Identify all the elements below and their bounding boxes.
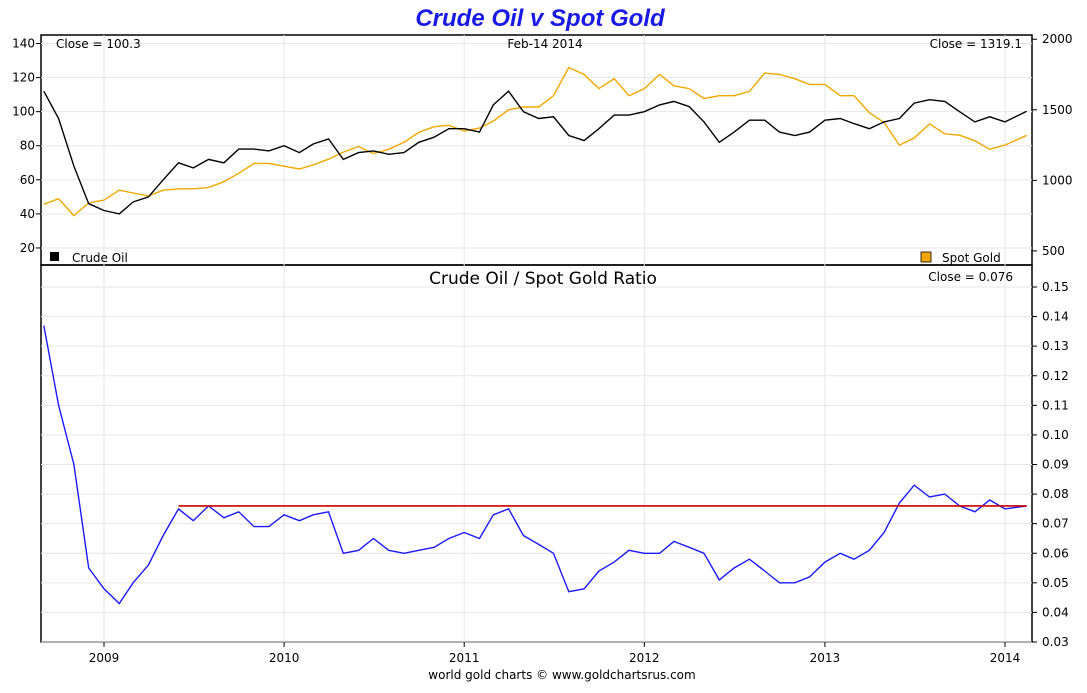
top-left-tick-label: 60 xyxy=(20,173,35,187)
top-right-tick-label: 1000 xyxy=(1042,173,1073,187)
bottom-panel-frame xyxy=(40,264,1033,643)
top-left-axis-ticks: 20 40 60 80 100 120 140 xyxy=(12,37,41,255)
spot-gold-line xyxy=(43,66,1027,217)
bottom-right-tick-label: 0.15 xyxy=(1042,280,1069,294)
top-left-tick-label: 20 xyxy=(20,241,35,255)
top-left-tick-label: 140 xyxy=(12,37,35,51)
date-label: Feb-14 2014 xyxy=(507,37,582,51)
bottom-right-tick-label: 0.09 xyxy=(1042,458,1069,472)
top-right-axis-ticks: 500 1000 1500 2000 xyxy=(1032,32,1073,258)
bottom-right-tick-label: 0.07 xyxy=(1042,517,1069,531)
top-panel-frame xyxy=(40,34,1033,266)
x-tick-label: 2011 xyxy=(449,651,480,665)
x-axis-ticks: 2009 2010 2011 2012 2013 2014 xyxy=(89,642,1021,665)
close-right-label: Close = 1319.1 xyxy=(930,37,1022,51)
bottom-panel-grid xyxy=(41,265,1032,643)
x-tick-label: 2012 xyxy=(629,651,660,665)
legend-swatch-crude-oil xyxy=(50,252,59,261)
top-right-tick-label: 1500 xyxy=(1042,103,1073,117)
bottom-right-tick-label: 0.11 xyxy=(1042,398,1069,412)
footer-credit: world gold charts © www.goldchartsrus.co… xyxy=(428,668,695,682)
legend-label-crude-oil: Crude Oil xyxy=(72,251,128,265)
ratio-title: Crude Oil / Spot Gold Ratio xyxy=(429,269,657,289)
bottom-right-tick-label: 0.12 xyxy=(1042,369,1069,383)
x-tick-label: 2009 xyxy=(89,651,120,665)
ratio-line xyxy=(43,325,1027,605)
chart-title: Crude Oil v Spot Gold xyxy=(415,5,666,32)
top-left-tick-label: 40 xyxy=(20,207,35,221)
legend-label-spot-gold: Spot Gold xyxy=(942,251,1001,265)
top-left-tick-label: 100 xyxy=(12,105,35,119)
bottom-right-tick-label: 0.13 xyxy=(1042,339,1069,353)
top-right-tick-label: 2000 xyxy=(1042,32,1073,46)
bottom-right-tick-label: 0.14 xyxy=(1042,310,1069,324)
top-panel-grid xyxy=(41,35,1032,265)
bottom-right-tick-label: 0.03 xyxy=(1042,635,1069,649)
bottom-right-tick-label: 0.04 xyxy=(1042,605,1069,619)
legend-swatch-spot-gold xyxy=(920,251,932,263)
top-left-tick-label: 80 xyxy=(20,139,35,153)
x-tick-label: 2014 xyxy=(990,651,1021,665)
top-left-tick-label: 120 xyxy=(12,71,35,85)
top-right-tick-label: 500 xyxy=(1042,244,1065,258)
crude-oil-line xyxy=(43,90,1028,215)
ratio-close-label: Close = 0.076 xyxy=(928,270,1013,284)
bottom-right-axis-ticks: 0.03 0.04 0.05 0.06 0.07 0.08 0.09 0.10 0.11 0.12… xyxy=(1032,280,1069,649)
bottom-right-tick-label: 0.08 xyxy=(1042,487,1069,501)
x-tick-label: 2013 xyxy=(810,651,841,665)
x-tick-label: 2010 xyxy=(269,651,300,665)
bottom-right-tick-label: 0.05 xyxy=(1042,576,1069,590)
bottom-right-tick-label: 0.06 xyxy=(1042,546,1069,560)
bottom-right-tick-label: 0.10 xyxy=(1042,428,1069,442)
close-left-label: Close = 100.3 xyxy=(56,37,141,51)
